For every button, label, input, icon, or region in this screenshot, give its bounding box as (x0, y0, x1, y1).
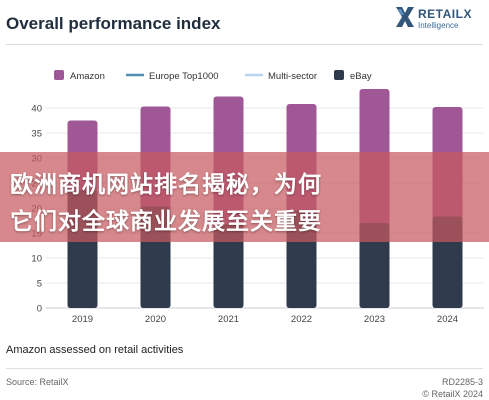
legend-label-amazon: Amazon (70, 71, 105, 82)
copyright-label: © RetailX 2024 (422, 389, 483, 399)
x-tick-label-2019: 2019 (72, 314, 93, 325)
legend-swatch-ebay (334, 70, 344, 80)
y-tick-label-10: 10 (31, 254, 42, 265)
x-tick-label-2020: 2020 (145, 314, 166, 325)
y-tick-label-0: 0 (37, 304, 42, 315)
source-label: Source: RetailX (6, 377, 69, 387)
bar-ebay-2021 (213, 224, 244, 308)
headline-overlay: 欧洲商机网站排名揭秘，为何 它们对全球商业发展至关重要 (0, 152, 489, 242)
legend-label-ebay: eBay (350, 71, 372, 82)
bar-ebay-2023 (359, 223, 390, 308)
x-tick-label-2021: 2021 (218, 314, 239, 325)
logo-subtitle: Intelligence (418, 21, 459, 30)
legend-label-europe-top1000: Europe Top1000 (149, 71, 219, 82)
logo-brand: RETAILX (418, 7, 472, 21)
legend-swatch-amazon (54, 70, 64, 80)
x-tick-label-2023: 2023 (364, 314, 385, 325)
x-axis: 2019 2020 2021 2022 2023 2024 (72, 314, 458, 325)
retailx-logo-icon (396, 7, 414, 27)
x-tick-label-2022: 2022 (291, 314, 312, 325)
footer-divider (6, 368, 483, 369)
chart-title: Overall performance index (6, 14, 221, 33)
chart-footnote: Amazon assessed on retail activities (6, 344, 184, 356)
overlay-line-2: 它们对全球商业发展至关重要 (10, 208, 322, 234)
legend-label-multi-sector: Multi-sector (268, 71, 317, 82)
chart-code: RD2285-3 (441, 377, 483, 387)
chart-legend: Amazon Europe Top1000 Multi-sector eBay (54, 70, 372, 82)
y-tick-label-40: 40 (31, 104, 42, 115)
x-tick-label-2024: 2024 (437, 314, 458, 325)
retailx-logo: RETAILX Intelligence (394, 5, 486, 35)
title-divider (6, 44, 483, 45)
y-tick-label-35: 35 (31, 129, 42, 140)
y-tick-label-5: 5 (37, 279, 42, 290)
overlay-line-1: 欧洲商机网站排名揭秘，为何 (10, 171, 322, 197)
